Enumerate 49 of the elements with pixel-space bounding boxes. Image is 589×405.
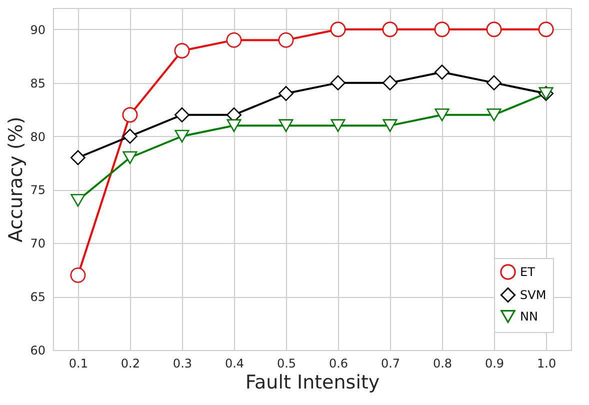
x-tick-label: 0.8 [432,356,452,370]
point [382,119,398,132]
point [486,75,502,90]
point [122,107,138,123]
point [486,22,502,38]
point [278,119,294,132]
point [434,64,450,80]
point [174,43,190,58]
point [70,194,86,207]
y-tick-label: 70 [30,236,46,251]
point [486,108,502,122]
x-tick-label: 0.1 [68,356,88,370]
x-tick-label: 0.5 [276,356,296,370]
point [330,75,346,90]
x-tick-label: 1.0 [536,356,556,370]
point [70,150,86,166]
x-tick-label: 0.6 [328,356,348,370]
legend-label: SVM [520,288,546,302]
point [382,75,398,90]
point [330,119,346,132]
point [278,86,294,101]
point [174,130,190,143]
y-tick-label: 75 [30,183,46,198]
point [226,119,242,132]
x-tick-label: 0.3 [172,356,192,370]
point [122,128,138,144]
y-tick-label: 90 [30,22,46,37]
point [434,22,450,38]
y-axis-title: Accuracy (%) [5,116,28,242]
point [174,107,190,122]
x-axis-title: Fault Intensity [245,372,380,394]
legend-label: ET [520,265,536,279]
point [226,32,242,48]
y-tick-label: 65 [30,290,46,304]
point [538,22,554,38]
legend-label: NN [520,310,538,324]
y-tick-label: 60 [30,344,46,358]
point [434,108,450,122]
point [122,151,138,164]
point [330,22,346,38]
x-tick-label: 0.9 [484,356,504,370]
x-tick-label: 0.4 [224,356,244,370]
point [278,32,294,48]
x-tick-label: 0.7 [380,356,400,370]
y-tick-label: 85 [30,76,46,90]
point [70,267,86,283]
y-tick-label: 80 [30,130,46,144]
point [382,22,398,38]
x-tick-label: 0.2 [120,356,140,370]
